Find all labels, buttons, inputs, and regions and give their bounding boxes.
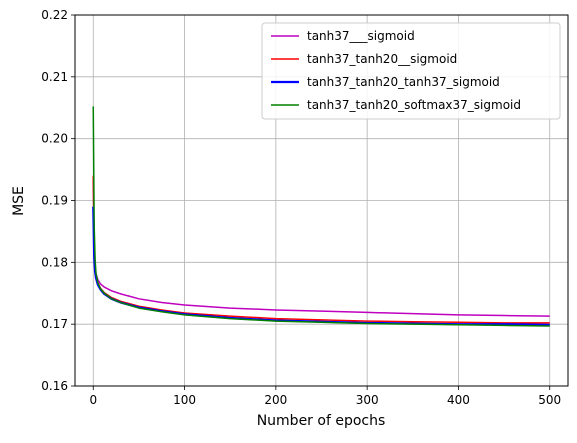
y-tick-label: 0.20 xyxy=(41,132,68,146)
x-tick-label: 0 xyxy=(89,393,97,407)
x-axis-label: Number of epochs xyxy=(257,413,386,429)
y-tick-label: 0.21 xyxy=(41,70,68,84)
series-line-1 xyxy=(92,178,550,317)
series-line-2 xyxy=(92,175,550,324)
y-tick-label: 0.17 xyxy=(41,317,68,331)
y-axis-label: MSE xyxy=(11,186,27,216)
series-line-3 xyxy=(92,206,550,326)
legend-label: tanh37_tanh20__sigmoid xyxy=(307,52,457,66)
x-tick-label: 400 xyxy=(447,393,470,407)
x-tick-label: 200 xyxy=(264,393,287,407)
legend-label: tanh37___sigmoid xyxy=(307,29,415,43)
x-tick-label: 500 xyxy=(538,393,561,407)
y-tick-label: 0.22 xyxy=(41,8,68,22)
y-tick-label: 0.16 xyxy=(41,379,68,393)
x-tick-label: 100 xyxy=(173,393,196,407)
y-tick-label: 0.19 xyxy=(41,194,68,208)
x-tick-label: 300 xyxy=(356,393,379,407)
ticks: 0 100 200 300 400 500 0.16 0.17 0.18 0.19 0.20 0.21… xyxy=(41,8,561,407)
legend-box xyxy=(261,22,561,120)
legend-label: tanh37_tanh20_softmax37_sigmoid xyxy=(307,98,521,112)
series-line-4 xyxy=(92,106,550,327)
y-tick-label: 0.18 xyxy=(41,255,68,269)
legend: tanh37___sigmoid tanh37_tanh20__sigmoidta… xyxy=(261,22,561,120)
legend-label: tanh37_tanh20_tanh37_sigmoid xyxy=(307,75,500,89)
series-layer xyxy=(92,106,550,327)
